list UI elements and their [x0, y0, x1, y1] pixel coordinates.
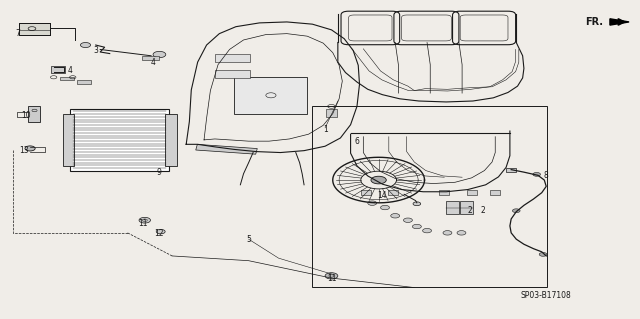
Circle shape: [457, 231, 466, 235]
Bar: [215, 54, 250, 62]
Bar: [361, 190, 371, 195]
Bar: [326, 109, 337, 117]
Bar: [467, 190, 477, 195]
Bar: [19, 23, 50, 34]
Circle shape: [412, 224, 421, 229]
Bar: [165, 114, 177, 166]
Text: 1: 1: [323, 125, 328, 134]
Circle shape: [156, 229, 165, 234]
Text: FR.: FR.: [586, 17, 604, 27]
Circle shape: [391, 214, 399, 218]
Circle shape: [381, 205, 390, 210]
Circle shape: [513, 209, 520, 213]
Circle shape: [25, 146, 35, 151]
Text: 8: 8: [544, 171, 548, 181]
Bar: [234, 77, 307, 114]
Bar: [460, 201, 473, 214]
Polygon shape: [610, 19, 629, 25]
Circle shape: [153, 51, 166, 58]
Bar: [60, 77, 74, 80]
Circle shape: [81, 42, 91, 48]
Circle shape: [540, 252, 547, 256]
Circle shape: [422, 228, 431, 233]
Bar: [51, 66, 65, 72]
Bar: [28, 106, 40, 122]
Circle shape: [371, 176, 387, 184]
Bar: [63, 114, 74, 166]
Circle shape: [368, 201, 377, 205]
Text: 12: 12: [155, 229, 164, 238]
Text: 9: 9: [157, 168, 162, 177]
Text: 4: 4: [150, 58, 156, 67]
Text: 2: 2: [480, 206, 485, 215]
Circle shape: [533, 173, 540, 176]
Bar: [70, 109, 169, 171]
Text: 11: 11: [138, 219, 148, 228]
Text: 5: 5: [246, 235, 251, 244]
Bar: [439, 190, 449, 195]
Text: SP03-B17108: SP03-B17108: [521, 291, 572, 300]
Bar: [446, 201, 459, 214]
Text: 4: 4: [68, 66, 73, 76]
Circle shape: [413, 202, 420, 206]
Text: 13: 13: [19, 145, 29, 154]
Bar: [312, 106, 547, 286]
Circle shape: [139, 217, 150, 223]
Bar: [506, 168, 516, 172]
Text: 14: 14: [378, 191, 387, 200]
Bar: [19, 23, 50, 34]
Bar: [141, 56, 159, 60]
Circle shape: [443, 231, 452, 235]
Bar: [77, 80, 91, 84]
Text: 3: 3: [93, 46, 98, 55]
Text: 7: 7: [15, 29, 20, 38]
Bar: [196, 145, 257, 154]
Text: 2: 2: [467, 206, 472, 215]
Text: 11: 11: [327, 274, 336, 283]
Circle shape: [325, 273, 338, 279]
Bar: [388, 190, 398, 195]
Circle shape: [403, 218, 412, 222]
Bar: [215, 70, 250, 78]
Text: 10: 10: [20, 111, 31, 120]
Bar: [490, 190, 500, 195]
Text: 6: 6: [355, 137, 360, 146]
